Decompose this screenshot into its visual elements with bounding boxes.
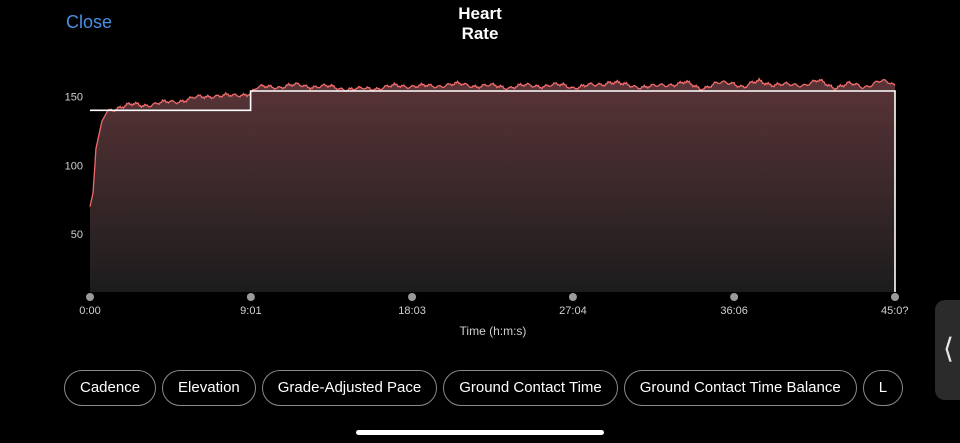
y-tick-label: 100 (65, 160, 83, 172)
metric-chip[interactable]: Elevation (162, 370, 256, 406)
heart-rate-line (89, 77, 896, 207)
chevron-left-icon: ⟨ (943, 332, 954, 365)
side-handle[interactable]: ⟨ (935, 300, 960, 400)
x-tick-dot (246, 293, 255, 301)
metric-chip[interactable]: Grade-Adjusted Pace (261, 370, 438, 406)
close-button[interactable]: Close (66, 12, 113, 32)
x-tick-label: 36:06 (720, 305, 748, 317)
page-title-line-2: Rate (461, 24, 499, 43)
metric-chip-row: Cadence Elevation Grade-Adjusted Pace Groun… (64, 370, 960, 410)
x-tick-dot (891, 293, 899, 301)
page-title: Heart Rate (400, 4, 560, 44)
home-indicator (356, 430, 604, 435)
x-tick-dot (568, 293, 577, 301)
x-tick-label: 0:00 (79, 305, 100, 317)
page-title-line-1: Heart (458, 4, 502, 23)
x-tick-label: 9:01 (240, 305, 261, 317)
metric-chip[interactable]: Cadence (64, 370, 157, 406)
y-tick-label: 50 (71, 229, 83, 241)
metric-chip[interactable]: Ground Contact Time Balance (623, 370, 857, 406)
x-tick-dot (730, 293, 739, 301)
heart-rate-area (90, 78, 895, 292)
metric-chip[interactable]: Ground Contact Time (443, 370, 618, 406)
zone-step-line (90, 90, 896, 292)
x-tick-dot (408, 293, 417, 301)
x-tick-label: 45:0? (881, 305, 909, 317)
heart-rate-chart: 50 100 150 0:00 9:01 18:03 27:04 36:06 45:0? Ti… (65, 77, 909, 338)
metric-chip[interactable]: L (862, 370, 904, 406)
x-axis-label: Time (h:m:s) (460, 324, 527, 338)
x-tick-label: 27:04 (559, 305, 587, 317)
x-tick-label: 18:03 (398, 305, 426, 317)
x-tick-dot (86, 293, 94, 301)
y-tick-label: 150 (65, 92, 83, 104)
